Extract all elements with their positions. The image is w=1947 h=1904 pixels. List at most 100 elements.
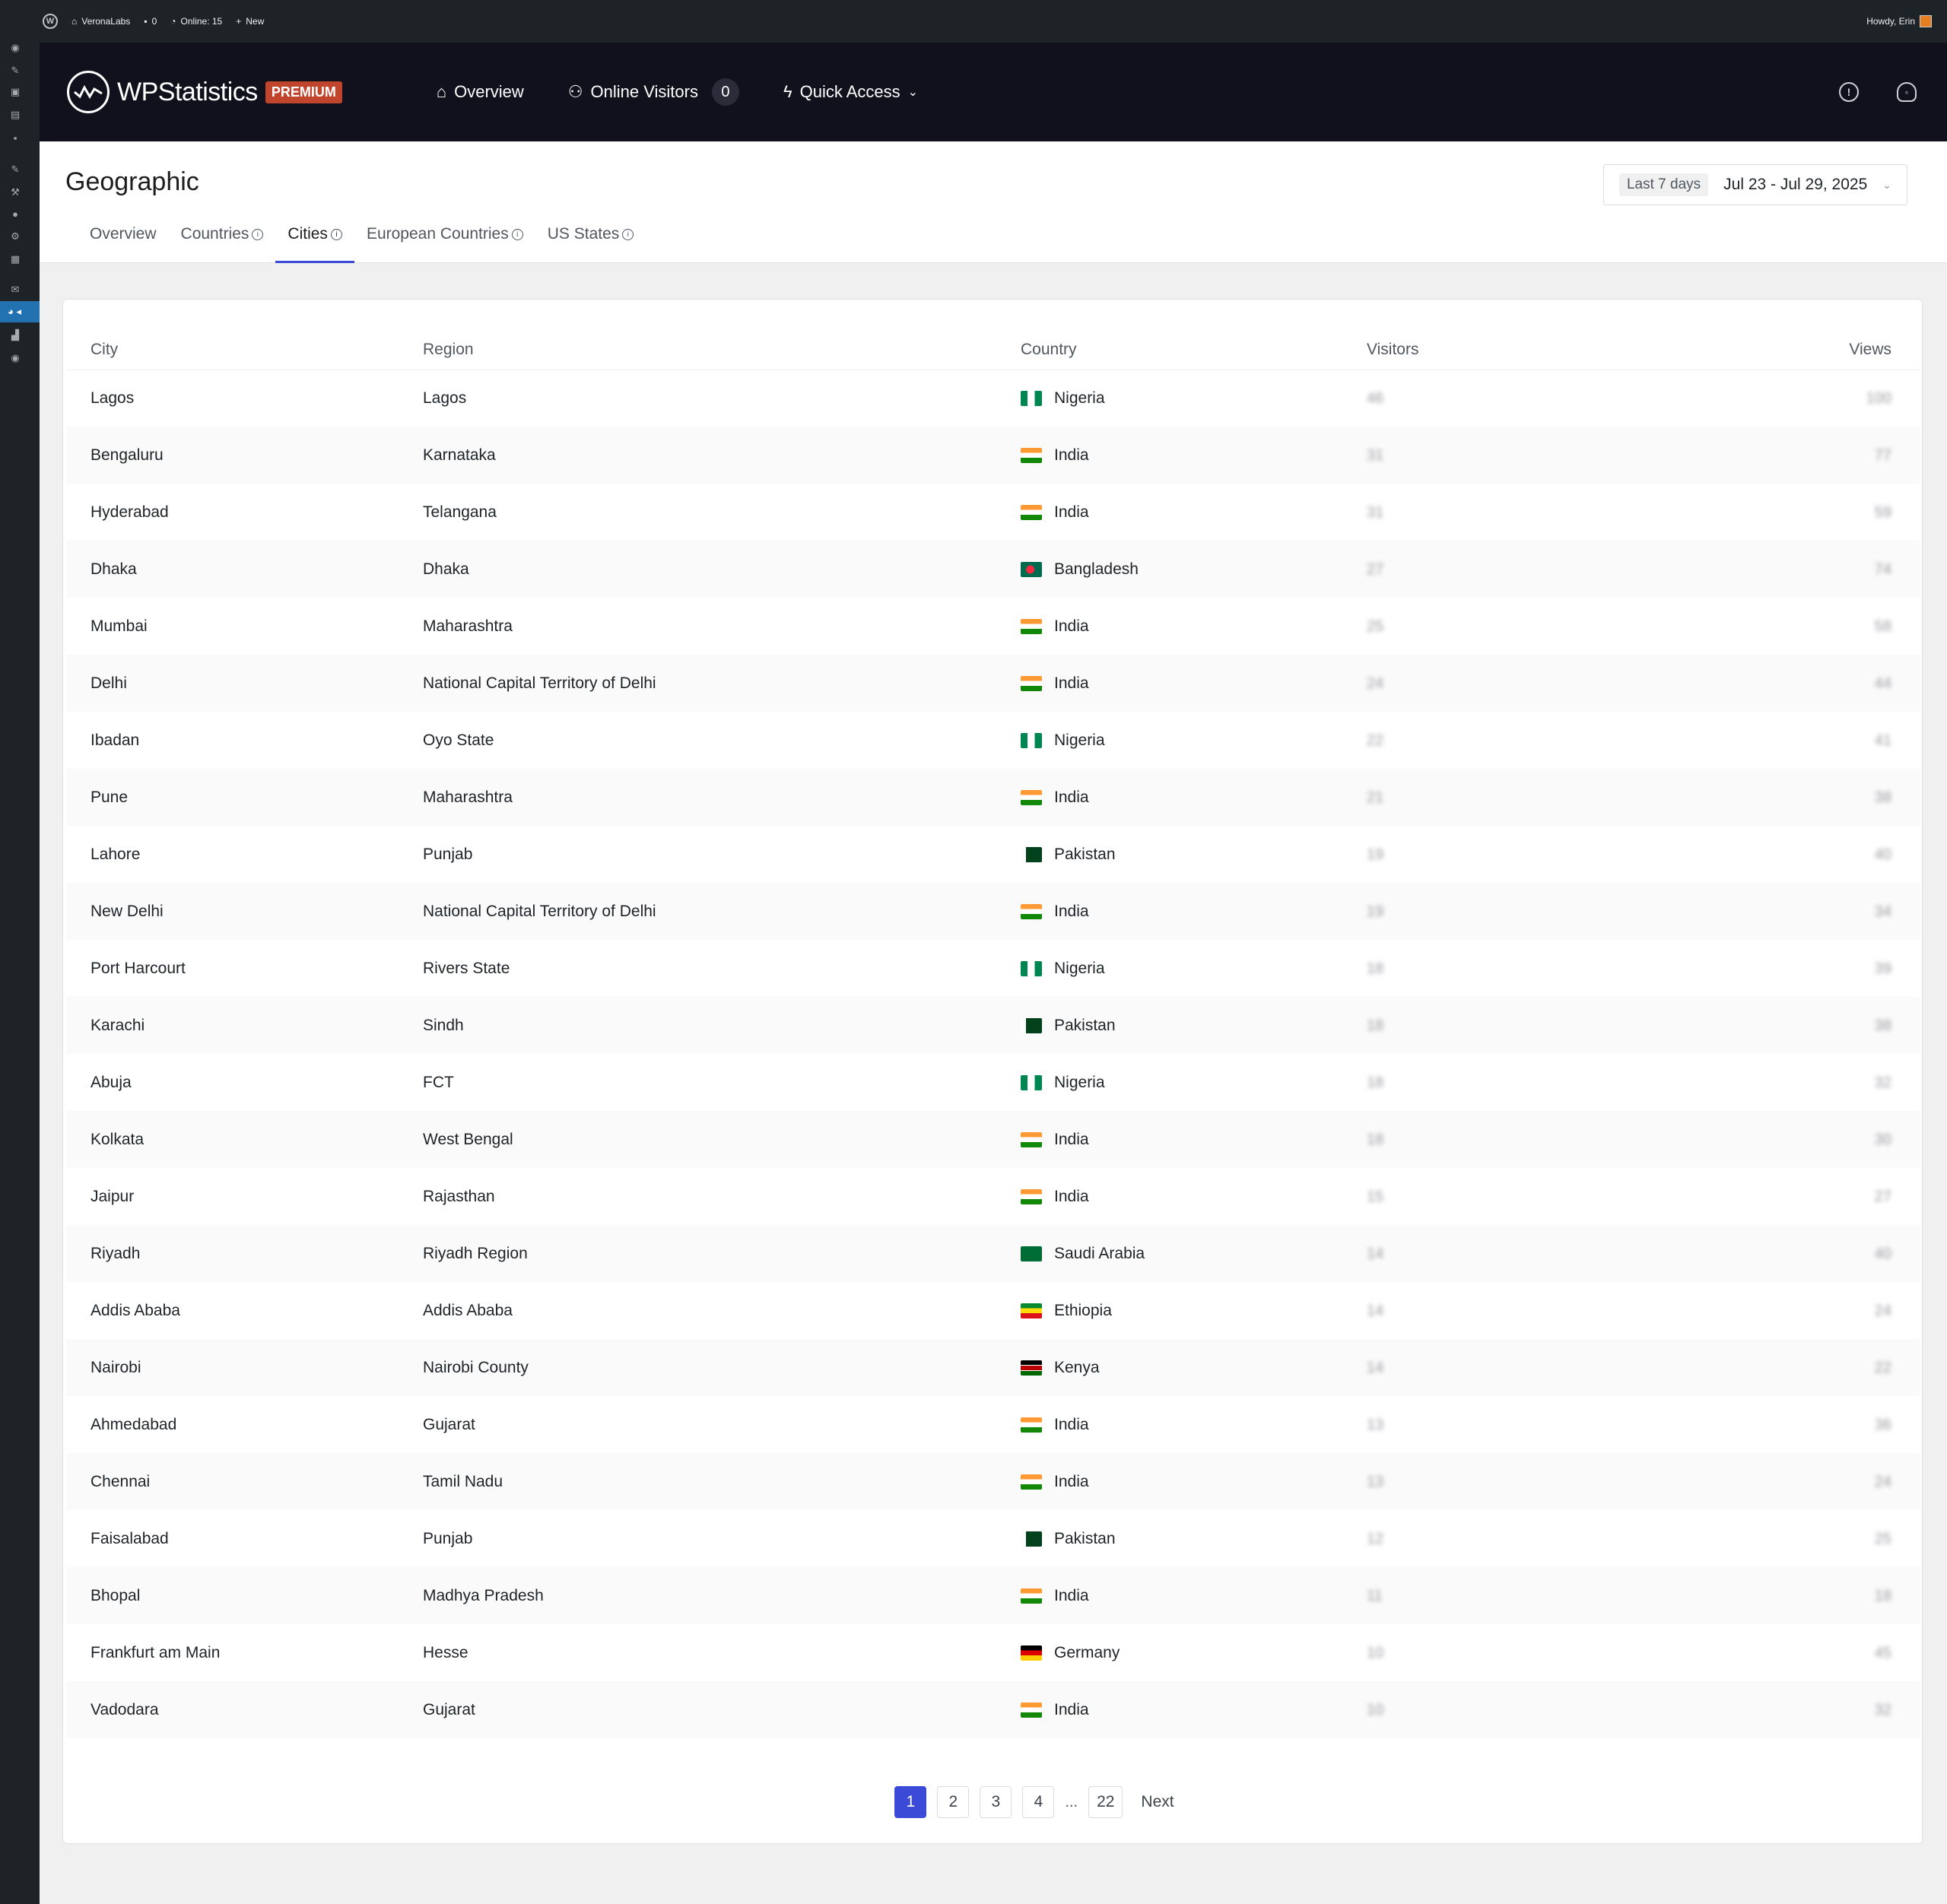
india-flag-icon bbox=[1021, 1474, 1042, 1490]
home-icon: ⌂ bbox=[436, 82, 447, 101]
appearance-icon[interactable]: ✎ bbox=[11, 163, 20, 175]
column-header-country: Country bbox=[1021, 330, 1367, 370]
visitors-value: 18 bbox=[1367, 1017, 1384, 1034]
table-row: Jaipur Rajasthan India 15 27 bbox=[66, 1168, 1920, 1225]
city-cell: Ahmedabad bbox=[91, 1415, 177, 1433]
nav-online-visitors[interactable]: ⚇ Online Visitors 0 bbox=[568, 78, 739, 106]
country-name: India bbox=[1054, 446, 1089, 464]
visitors-value: 18 bbox=[1367, 1074, 1384, 1091]
visitors-value: 14 bbox=[1367, 1359, 1384, 1376]
page-button-3[interactable]: 3 bbox=[980, 1786, 1012, 1818]
country-cell: India bbox=[1021, 427, 1367, 484]
table-row: Riyadh Riyadh Region Saudi Arabia 14 40 bbox=[66, 1225, 1920, 1282]
alert-icon[interactable]: ! bbox=[1839, 82, 1859, 102]
users-icon[interactable]: ● bbox=[12, 208, 18, 220]
settings-icon[interactable]: ▦ bbox=[10, 253, 21, 265]
country-cell: India bbox=[1021, 1111, 1367, 1168]
page-button-1[interactable]: 1 bbox=[894, 1786, 927, 1818]
table-row: Bengaluru Karnataka India 31 77 bbox=[66, 427, 1920, 484]
nav-overview[interactable]: ⌂ Overview bbox=[436, 82, 524, 101]
country-cell: India bbox=[1021, 598, 1367, 655]
pakistan-flag-icon bbox=[1021, 846, 1042, 862]
city-cell: Dhaka bbox=[66, 541, 423, 598]
analytics-icon[interactable]: ▟ bbox=[11, 329, 19, 341]
country-name: Pakistan bbox=[1054, 1016, 1116, 1034]
country-name: India bbox=[1054, 1586, 1089, 1604]
table-row: Port Harcourt Rivers State Nigeria 18 39 bbox=[66, 940, 1920, 997]
india-flag-icon bbox=[1021, 675, 1042, 691]
page-button-4[interactable]: 4 bbox=[1022, 1786, 1055, 1818]
comment-icon: ▪ bbox=[144, 16, 148, 27]
visitors-cell: 18 bbox=[1367, 1111, 1747, 1168]
statistics-icon[interactable]: ◕ ◂ bbox=[0, 301, 40, 322]
region-cell: Lagos bbox=[423, 389, 467, 407]
collapse-menu-icon[interactable]: ◉ bbox=[11, 352, 20, 363]
comments-icon[interactable]: ▪ bbox=[13, 132, 17, 144]
views-cell: 40 bbox=[1747, 826, 1920, 883]
views-value: 39 bbox=[1874, 960, 1891, 977]
tab-us-states[interactable]: US States i bbox=[535, 225, 646, 263]
visitors-cell: 11 bbox=[1367, 1567, 1747, 1624]
next-page-link[interactable]: Next bbox=[1141, 1793, 1174, 1810]
visitors-cell: 19 bbox=[1367, 826, 1747, 883]
views-cell: 36 bbox=[1747, 1396, 1920, 1453]
visitors-value: 14 bbox=[1367, 1245, 1384, 1262]
visitors-value: 11 bbox=[1367, 1587, 1383, 1604]
views-value: 25 bbox=[1874, 1530, 1891, 1547]
country-name: India bbox=[1054, 1700, 1089, 1718]
visitors-cell: 22 bbox=[1367, 712, 1747, 769]
premium-badge: PREMIUM bbox=[265, 81, 342, 103]
site-name-link[interactable]: ⌂ VeronaLabs bbox=[71, 16, 131, 27]
online-users-link[interactable]: ◔ Online: 15 bbox=[170, 16, 223, 27]
visitors-cell: 27 bbox=[1367, 541, 1747, 598]
new-content-link[interactable]: + New bbox=[236, 16, 265, 27]
info-icon[interactable]: i bbox=[511, 229, 523, 240]
dashboard-icon[interactable]: ◉ bbox=[11, 42, 20, 53]
media-icon[interactable]: ▣ bbox=[10, 86, 21, 97]
visitors-value: 18 bbox=[1367, 1131, 1384, 1148]
wordpress-logo-icon[interactable]: W bbox=[43, 14, 58, 29]
page-title: Geographic bbox=[65, 167, 199, 196]
my-account-link[interactable]: Howdy, Erin bbox=[1866, 15, 1947, 27]
info-icon[interactable]: i bbox=[252, 229, 264, 240]
views-cell: 38 bbox=[1747, 769, 1920, 826]
table-row: Pune Maharashtra India 21 38 bbox=[66, 769, 1920, 826]
date-range-picker[interactable]: Last 7 days Jul 23 - Jul 29, 2025 ⌄ bbox=[1602, 164, 1907, 205]
info-icon[interactable]: i bbox=[330, 229, 342, 240]
wp-statistics-logo[interactable]: WPStatistics PREMIUM bbox=[67, 71, 342, 113]
views-cell: 77 bbox=[1747, 427, 1920, 484]
tab-overview[interactable]: Overview bbox=[90, 225, 157, 243]
country-cell: India bbox=[1021, 1453, 1367, 1510]
bell-icon[interactable]: ◦ bbox=[1897, 82, 1917, 102]
region-cell: Punjab bbox=[423, 845, 473, 863]
page-button-2[interactable]: 2 bbox=[937, 1786, 970, 1818]
comments-link[interactable]: ▪ 0 bbox=[144, 16, 157, 27]
tools-icon[interactable]: ⚙ bbox=[11, 230, 20, 242]
table-row: New Delhi National Capital Territory of D… bbox=[66, 883, 1920, 940]
views-value: 24 bbox=[1874, 1473, 1891, 1490]
chart-icon: ◔ bbox=[170, 16, 176, 27]
visitors-value: 10 bbox=[1367, 1701, 1384, 1718]
visitors-cell: 10 bbox=[1367, 1624, 1747, 1681]
country-cell: India bbox=[1021, 1567, 1367, 1624]
pages-icon[interactable]: ▤ bbox=[10, 109, 21, 120]
views-value: 30 bbox=[1874, 1131, 1891, 1148]
plugins-icon[interactable]: ⚒ bbox=[11, 186, 20, 198]
date-range-label: Jul 23 - Jul 29, 2025 bbox=[1723, 176, 1868, 193]
pin-icon[interactable]: ✎ bbox=[11, 65, 20, 76]
wp-admin-menu: ◉ ✎ ▣ ▤ ▪ ✎ ⚒ ● ⚙ ▦ ✉ ◕ ◂ ▟ ◉ bbox=[0, 42, 40, 1904]
info-icon[interactable]: i bbox=[622, 229, 634, 240]
country-name: India bbox=[1054, 503, 1089, 521]
region-cell: Maharashtra bbox=[423, 617, 513, 635]
tab-countries[interactable]: Countries i bbox=[169, 225, 276, 263]
table-header-row: City Region Country Visitors Views bbox=[66, 330, 1920, 370]
nav-quick-access[interactable]: ϟ Quick Access ⌄ bbox=[783, 82, 919, 101]
region-cell: Gujarat bbox=[423, 1681, 1021, 1738]
tab-european-countries[interactable]: European Countries i bbox=[354, 225, 535, 263]
mail-icon[interactable]: ✉ bbox=[11, 284, 20, 295]
country-name: India bbox=[1054, 902, 1089, 920]
table-row: Dhaka Dhaka Bangladesh 27 74 bbox=[66, 541, 1920, 598]
views-cell: 18 bbox=[1747, 1567, 1920, 1624]
tab-cities[interactable]: Cities i bbox=[275, 225, 354, 263]
page-button-last[interactable]: 22 bbox=[1088, 1786, 1123, 1818]
